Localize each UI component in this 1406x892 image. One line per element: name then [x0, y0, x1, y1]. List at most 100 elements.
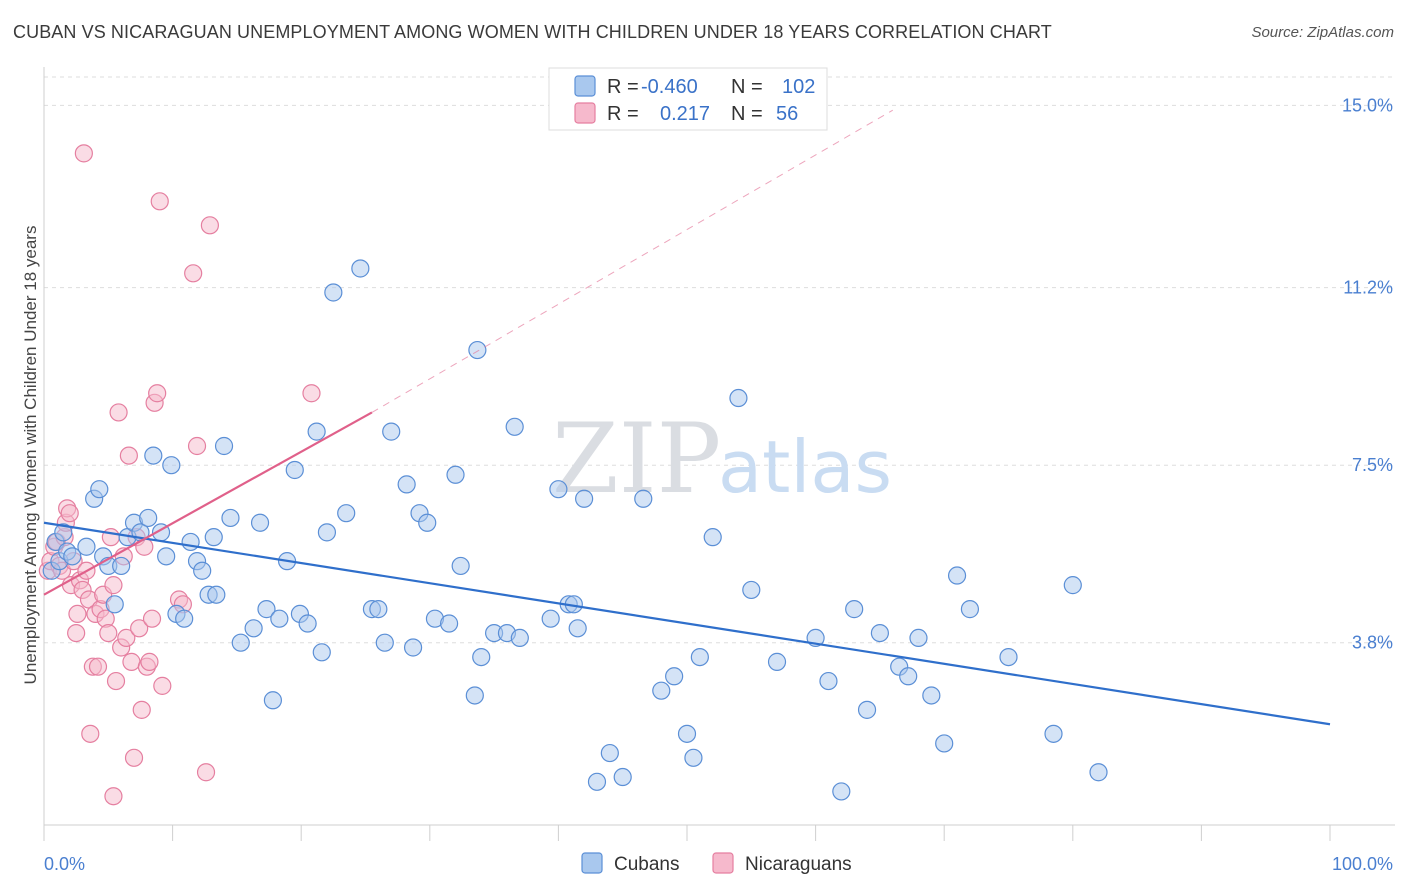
cubans-point [157, 547, 176, 566]
cubans-point [587, 772, 607, 791]
cubans-r-label: R = [607, 76, 639, 98]
nicaraguans-point [74, 144, 93, 163]
cubans-point [922, 686, 941, 705]
nicaraguans-point [88, 657, 108, 676]
cubans-point [652, 681, 671, 700]
nicaraguans-point [140, 652, 159, 671]
cubans-point [312, 643, 331, 662]
watermark-atlas: atlas [718, 425, 892, 509]
cubans-point [819, 671, 838, 691]
nicaraguans-point [67, 624, 86, 643]
nicaraguans-point [104, 576, 123, 595]
cubans-point [375, 633, 394, 652]
cubans-point [337, 504, 356, 523]
cubans-point [144, 446, 163, 465]
cubans-point [909, 628, 928, 647]
cubans-point [468, 340, 487, 360]
cubans-point [351, 259, 370, 278]
cubans-point [54, 523, 73, 542]
cubans-point [947, 566, 967, 585]
nicaraguans-point [124, 748, 144, 767]
nicaraguans-point [142, 609, 162, 628]
cubans-point [307, 422, 326, 441]
cubans-points [42, 259, 1108, 801]
nicaraguans-legend-swatch [574, 102, 596, 124]
cubans-point [634, 489, 653, 508]
y-tick-labels: 3.8% 7.5% 11.2% 15.0% [1342, 95, 1393, 652]
cubans-point [568, 619, 587, 638]
cubans-trend-line [43, 521, 1331, 726]
nicaraguans-point [184, 264, 203, 283]
chart-title: CUBAN VS NICARAGUAN UNEMPLOYMENT AMONG W… [13, 22, 1052, 42]
nicaraguans-point [60, 504, 79, 523]
cubans-point [472, 647, 491, 667]
cubans-point [960, 600, 980, 619]
cubans-point [767, 652, 787, 671]
cubans-point [505, 417, 524, 436]
cubans-point [1089, 763, 1108, 782]
cubans-point [90, 480, 109, 499]
trend-lines [43, 109, 1331, 726]
axes [43, 67, 1395, 841]
bottom-legend-cubans-label: Cubans [614, 854, 680, 875]
nicaraguans-r-label: R = [607, 103, 639, 125]
y-axis-label: Unemployment Among Women with Children U… [21, 226, 40, 685]
cubans-point [397, 475, 416, 494]
bottom-legend: Cubans Nicaraguans [581, 852, 852, 875]
nicaraguans-point [302, 384, 321, 403]
nicaraguans-point [104, 787, 123, 806]
cubans-point [999, 647, 1018, 667]
cubans-point [250, 513, 270, 532]
x-tick-label-min: 0.0% [44, 854, 85, 874]
nicaraguans-point [200, 216, 219, 235]
cubans-point [1063, 576, 1082, 595]
cubans-point [263, 691, 283, 710]
cubans-point [112, 556, 131, 576]
cubans-point [510, 628, 529, 647]
cubans-n-value: 102 [782, 76, 815, 98]
cubans-point [549, 480, 568, 499]
cubans-point [690, 647, 709, 667]
nicaraguans-point [130, 619, 149, 638]
stats-legend: R = -0.460 N = 102 R = 0.217 N = 56 [548, 67, 828, 131]
nicaraguans-point [132, 700, 151, 719]
cubans-point [742, 580, 761, 600]
nicaraguans-point [148, 384, 167, 403]
nicaraguans-n-label: N = [731, 103, 763, 125]
cubans-point [77, 537, 96, 556]
cubans-point [298, 614, 317, 633]
nicaraguans-point [99, 624, 118, 643]
watermark: ZIP atlas [552, 403, 892, 515]
nicaraguans-point [109, 403, 128, 422]
cubans-point [665, 667, 684, 686]
cubans-point [204, 528, 223, 547]
nicaraguans-trend-extension [371, 109, 894, 413]
cubans-point [703, 528, 722, 547]
cubans-n-label: N = [731, 76, 763, 98]
cubans-point [446, 465, 465, 484]
cubans-point [382, 422, 401, 441]
bottom-legend-nicaraguans-swatch [712, 852, 734, 874]
nicaraguans-point [153, 676, 172, 695]
cubans-point [181, 532, 200, 552]
x-tick-label-max: 100.0% [1332, 854, 1393, 874]
nicaraguans-point [117, 628, 136, 647]
cubans-point [63, 547, 82, 566]
cubans-point [403, 638, 423, 657]
cubans-point [231, 633, 250, 652]
cubans-point [175, 609, 194, 628]
cubans-point [105, 595, 124, 614]
nicaraguans-point [196, 763, 216, 782]
cubans-point [729, 388, 748, 408]
cubans-legend-swatch [574, 75, 596, 97]
cubans-point [575, 489, 594, 508]
cubans-point [465, 686, 484, 705]
cubans-point [832, 782, 851, 801]
nicaraguans-point [106, 671, 126, 691]
cubans-point [257, 600, 276, 619]
cubans-point [541, 609, 560, 628]
cubans-point [221, 508, 240, 528]
cubans-point [857, 700, 877, 719]
nicaraguans-trend-line [43, 411, 373, 596]
